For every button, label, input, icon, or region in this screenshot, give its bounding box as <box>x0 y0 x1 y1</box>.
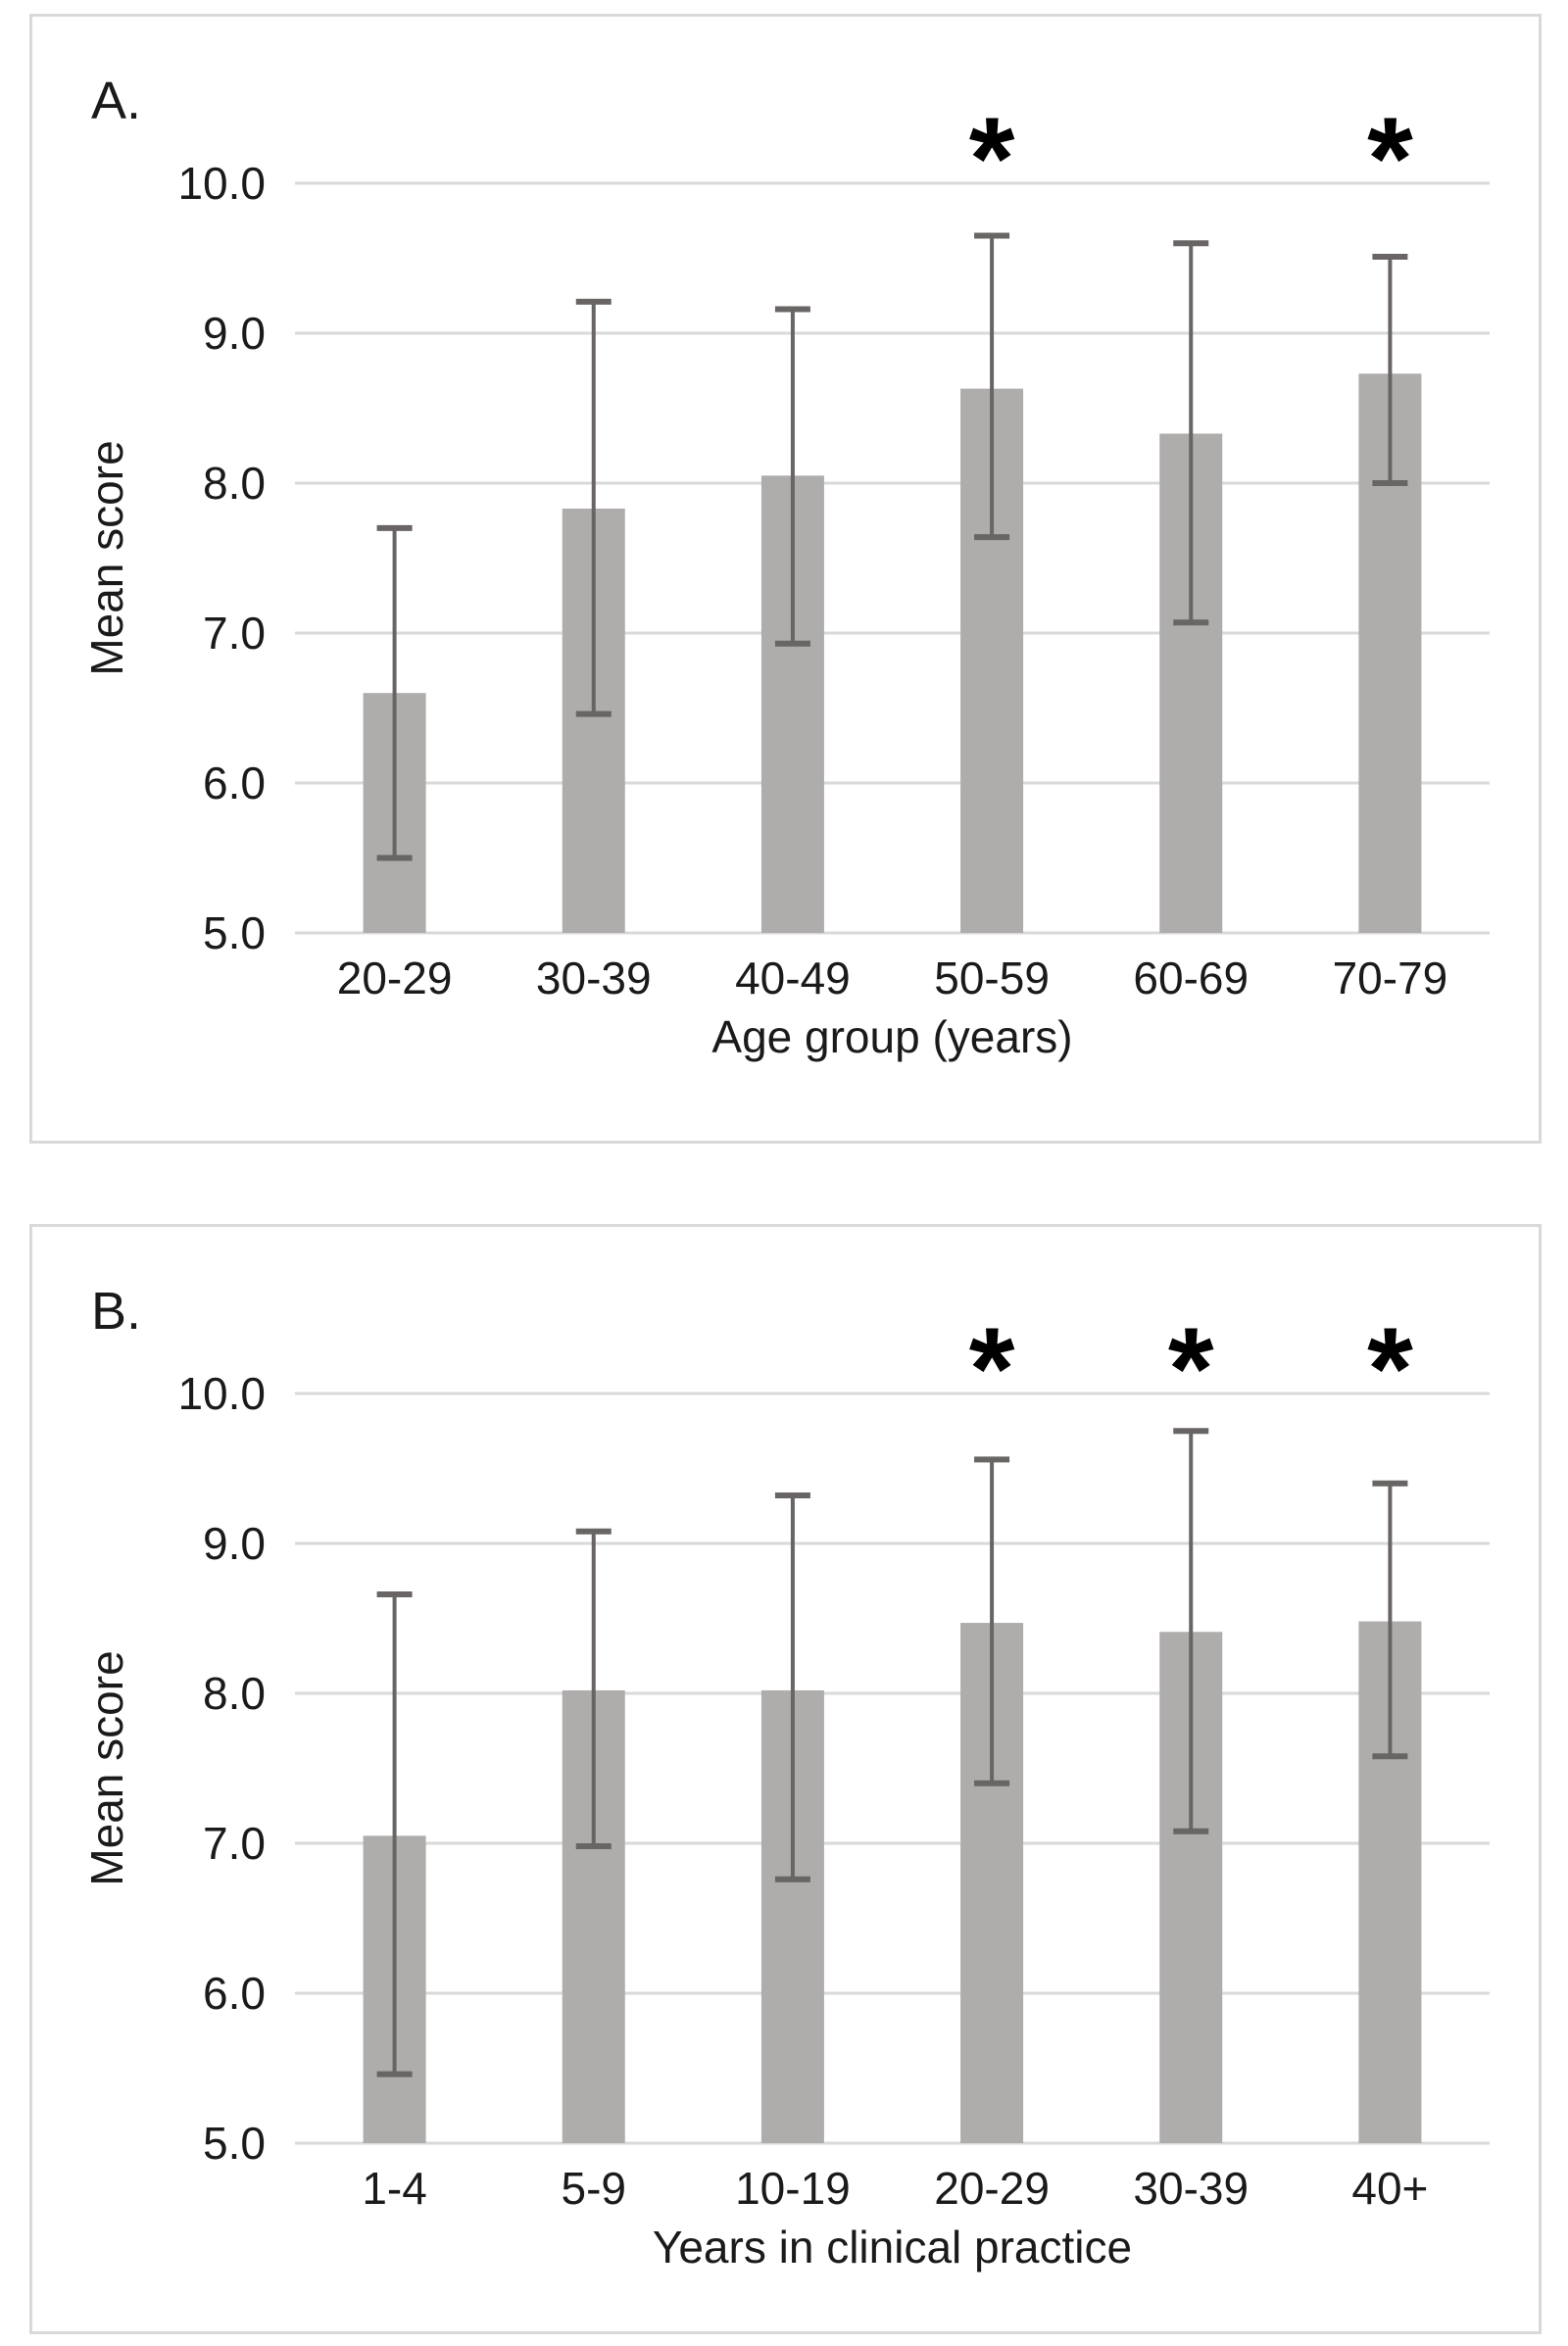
x-tick-label: 20-29 <box>337 953 453 1003</box>
y-tick-label: 7.0 <box>203 1818 266 1869</box>
panel-a-chart: A. 5.0 6.0 7.0 8.0 9.0 10.0 Mean score 20-29 30-3… <box>81 72 1490 1062</box>
y-tick-label: 6.0 <box>203 758 266 808</box>
panel-a: A. 5.0 6.0 7.0 8.0 9.0 10.0 Mean score 20-29 30-3… <box>29 14 1542 1144</box>
x-tick-label: 20-29 <box>934 2163 1050 2214</box>
y-tick-label: 9.0 <box>203 308 266 359</box>
x-tick-label: 40+ <box>1351 2163 1428 2214</box>
x-tick-label: 40-49 <box>735 953 851 1003</box>
y-tick-label: 10.0 <box>177 1368 266 1419</box>
x-tick-label: 60-69 <box>1133 953 1249 1003</box>
significance-asterisk: * <box>969 1303 1015 1435</box>
y-tick-label: 5.0 <box>203 2118 266 2169</box>
y-axis-title: Mean score <box>81 440 132 675</box>
y-tick-label: 8.0 <box>203 1668 266 1719</box>
x-tick-label: 1-4 <box>362 2163 426 2214</box>
y-tick-label: 8.0 <box>203 458 266 509</box>
x-tick-label: 30-39 <box>536 953 652 1003</box>
y-tick-label: 6.0 <box>203 1968 266 2019</box>
y-tick-label: 9.0 <box>203 1518 266 1569</box>
y-tick-label: 7.0 <box>203 608 266 659</box>
x-tick-label: 10-19 <box>735 2163 851 2214</box>
significance-asterisk: * <box>1367 1303 1413 1435</box>
significance-asterisk: * <box>969 93 1015 224</box>
panel-letter: B. <box>91 1282 141 1341</box>
panel-letter: A. <box>91 72 141 130</box>
y-tick-label: 5.0 <box>203 907 266 958</box>
x-tick-label: 5-9 <box>562 2163 626 2214</box>
significance-asterisk: * <box>1168 1303 1214 1435</box>
panel-b: B. 5.0 6.0 7.0 8.0 9.0 10.0 Mean score 1-4 5-9 10-… <box>29 1224 1542 2334</box>
x-axis-title: Age group (years) <box>711 1011 1072 1062</box>
x-tick-label: 30-39 <box>1133 2163 1249 2214</box>
significance-asterisk: * <box>1367 93 1413 224</box>
y-tick-label: 10.0 <box>177 158 266 209</box>
x-axis-title: Years in clinical practice <box>653 2222 1132 2273</box>
y-axis-title: Mean score <box>81 1650 132 1885</box>
x-tick-label: 70-79 <box>1333 953 1448 1003</box>
panel-b-chart: B. 5.0 6.0 7.0 8.0 9.0 10.0 Mean score 1-4 5-9 10-… <box>81 1282 1490 2273</box>
x-tick-label: 50-59 <box>934 953 1050 1003</box>
